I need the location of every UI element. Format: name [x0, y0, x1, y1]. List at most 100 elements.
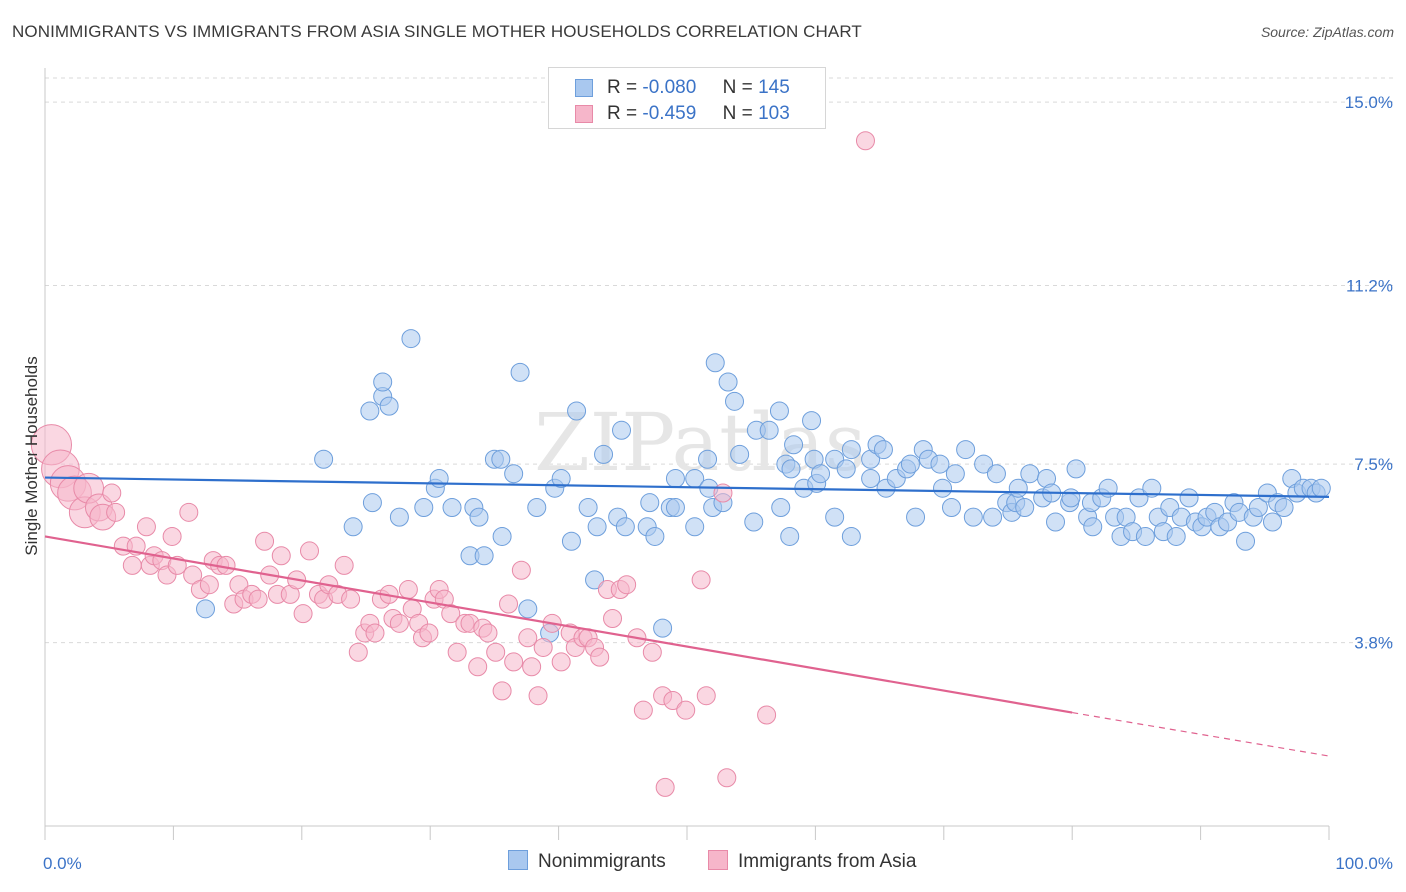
legend-swatch-pink	[708, 850, 728, 870]
immigrants-asia-point	[590, 647, 610, 667]
immigrants-asia-point	[551, 652, 571, 672]
immigrants-asia-point	[389, 613, 409, 633]
legend-label: Immigrants from Asia	[738, 851, 917, 872]
nonimmigrants-point	[196, 599, 215, 619]
nonimmigrants-point	[594, 444, 614, 464]
immigrants-asia-point	[633, 700, 653, 720]
immigrants-asia-point	[179, 502, 199, 522]
nonimmigrants-point	[1135, 526, 1155, 546]
immigrants-asia-point	[341, 589, 361, 609]
immigrants-asia-point	[696, 686, 716, 706]
immigrants-asia-point	[528, 686, 548, 706]
nonimmigrants-point	[906, 507, 926, 527]
source-label: Source: ZipAtlas.com	[1260, 24, 1394, 40]
nonimmigrants-point	[585, 570, 605, 590]
immigrants-asia-point	[663, 691, 683, 711]
immigrants-asia-point	[441, 604, 461, 624]
nonimmigrants-point	[933, 478, 953, 498]
nonimmigrants-point	[1020, 464, 1040, 484]
nonimmigrants-point	[685, 517, 705, 537]
legend-n-label: N =	[722, 103, 753, 124]
nonimmigrants-point	[1179, 488, 1199, 508]
legend-n-value: 145	[758, 77, 790, 98]
nonimmigrants-point	[811, 464, 831, 484]
immigrants-asia-trendline	[44, 535, 1073, 714]
nonimmigrants-point	[653, 618, 673, 638]
bottom-legend-immigrants-asia: Immigrants from Asia	[708, 850, 916, 873]
immigrants-asia-point	[334, 555, 354, 575]
y-tick-label: 11.2%	[1346, 277, 1393, 296]
immigrants-asia-point	[102, 483, 122, 503]
immigrants-asia-point	[199, 575, 219, 595]
nonimmigrants-point	[343, 517, 363, 537]
immigrants-asia-point	[511, 560, 531, 580]
nonimmigrants-point	[780, 526, 800, 546]
tick-layer: 3.8% 7.5% 11.2% 15.0% 0.0% 100.0%	[43, 93, 1393, 873]
correlation-legend: R = -0.080 N = 145 R = -0.459 N = 103	[548, 67, 826, 129]
nonimmigrants-point	[587, 517, 607, 537]
immigrants-asia-point	[486, 642, 506, 662]
nonimmigrants-point	[1236, 531, 1256, 551]
immigrants-asia-point	[676, 700, 696, 720]
nonimmigrants-trendline	[44, 476, 1330, 498]
nonimmigrants-point	[561, 531, 581, 551]
immigrants-asia-point	[691, 570, 711, 590]
legend-label: Nonimmigrants	[538, 851, 666, 872]
immigrants-asia-point	[499, 594, 519, 614]
nonimmigrants-point	[759, 420, 779, 440]
nonimmigrants-point	[414, 497, 434, 517]
nonimmigrants-point	[510, 362, 530, 382]
immigrants-asia-point	[348, 642, 368, 662]
nonimmigrants-point	[1015, 497, 1035, 517]
legend-swatch-blue	[508, 850, 528, 870]
nonimmigrants-point	[401, 329, 421, 349]
nonimmigrants-point	[705, 353, 725, 373]
legend-n-value: 103	[758, 103, 790, 124]
x-tick-label: 0.0%	[43, 854, 82, 873]
immigrants-asia-point	[398, 580, 418, 600]
nonimmigrants-point	[362, 493, 382, 513]
immigrants-asia-point	[603, 608, 623, 628]
nonimmigrants-point	[518, 599, 538, 619]
trend-layer	[44, 476, 1330, 757]
y-axis-label: Single Mother Households	[22, 356, 41, 556]
immigrants-asia-point	[293, 604, 313, 624]
immigrants-asia-trendline-extension	[1072, 712, 1330, 757]
nonimmigrants-point	[1311, 478, 1331, 498]
nonimmigrants-point	[771, 497, 791, 517]
nonimmigrants-point	[314, 449, 334, 469]
immigrants-asia-point	[447, 642, 467, 662]
nonimmigrants-point	[873, 440, 893, 460]
nonimmigrants-point	[841, 440, 861, 460]
nonimmigrants-point	[504, 464, 524, 484]
nonimmigrants-point	[945, 464, 965, 484]
legend-r-label: R =	[607, 103, 638, 124]
nonimmigrants-point	[900, 454, 920, 474]
legend-swatch-blue	[575, 79, 593, 97]
nonimmigrants-point	[725, 391, 745, 411]
y-tick-label: 7.5%	[1354, 455, 1393, 474]
immigrants-asia-point	[468, 657, 488, 677]
nonimmigrants-point	[1046, 512, 1066, 532]
nonimmigrants-point	[442, 497, 462, 517]
nonimmigrants-point	[665, 469, 685, 489]
nonimmigrants-point	[527, 497, 547, 517]
nonimmigrants-point	[930, 454, 950, 474]
legend-r-label: R =	[607, 77, 638, 98]
nonimmigrants-point	[645, 526, 665, 546]
immigrants-asia-point	[365, 623, 385, 643]
nonimmigrants-point	[1083, 517, 1103, 537]
immigrants-asia-point	[255, 531, 275, 551]
nonimmigrants-point	[861, 469, 881, 489]
immigrants-asia-point	[518, 628, 538, 648]
nonimmigrants-point	[781, 459, 801, 479]
immigrants-asia-point	[162, 526, 182, 546]
nonimmigrants-point	[730, 444, 750, 464]
y-tick-label: 3.8%	[1354, 634, 1393, 653]
nonimmigrants-point	[1066, 459, 1086, 479]
immigrants-asia-point	[655, 777, 675, 797]
nonimmigrants-point	[360, 401, 380, 421]
immigrants-asia-point	[300, 541, 320, 561]
nonimmigrants-point	[983, 507, 1003, 527]
